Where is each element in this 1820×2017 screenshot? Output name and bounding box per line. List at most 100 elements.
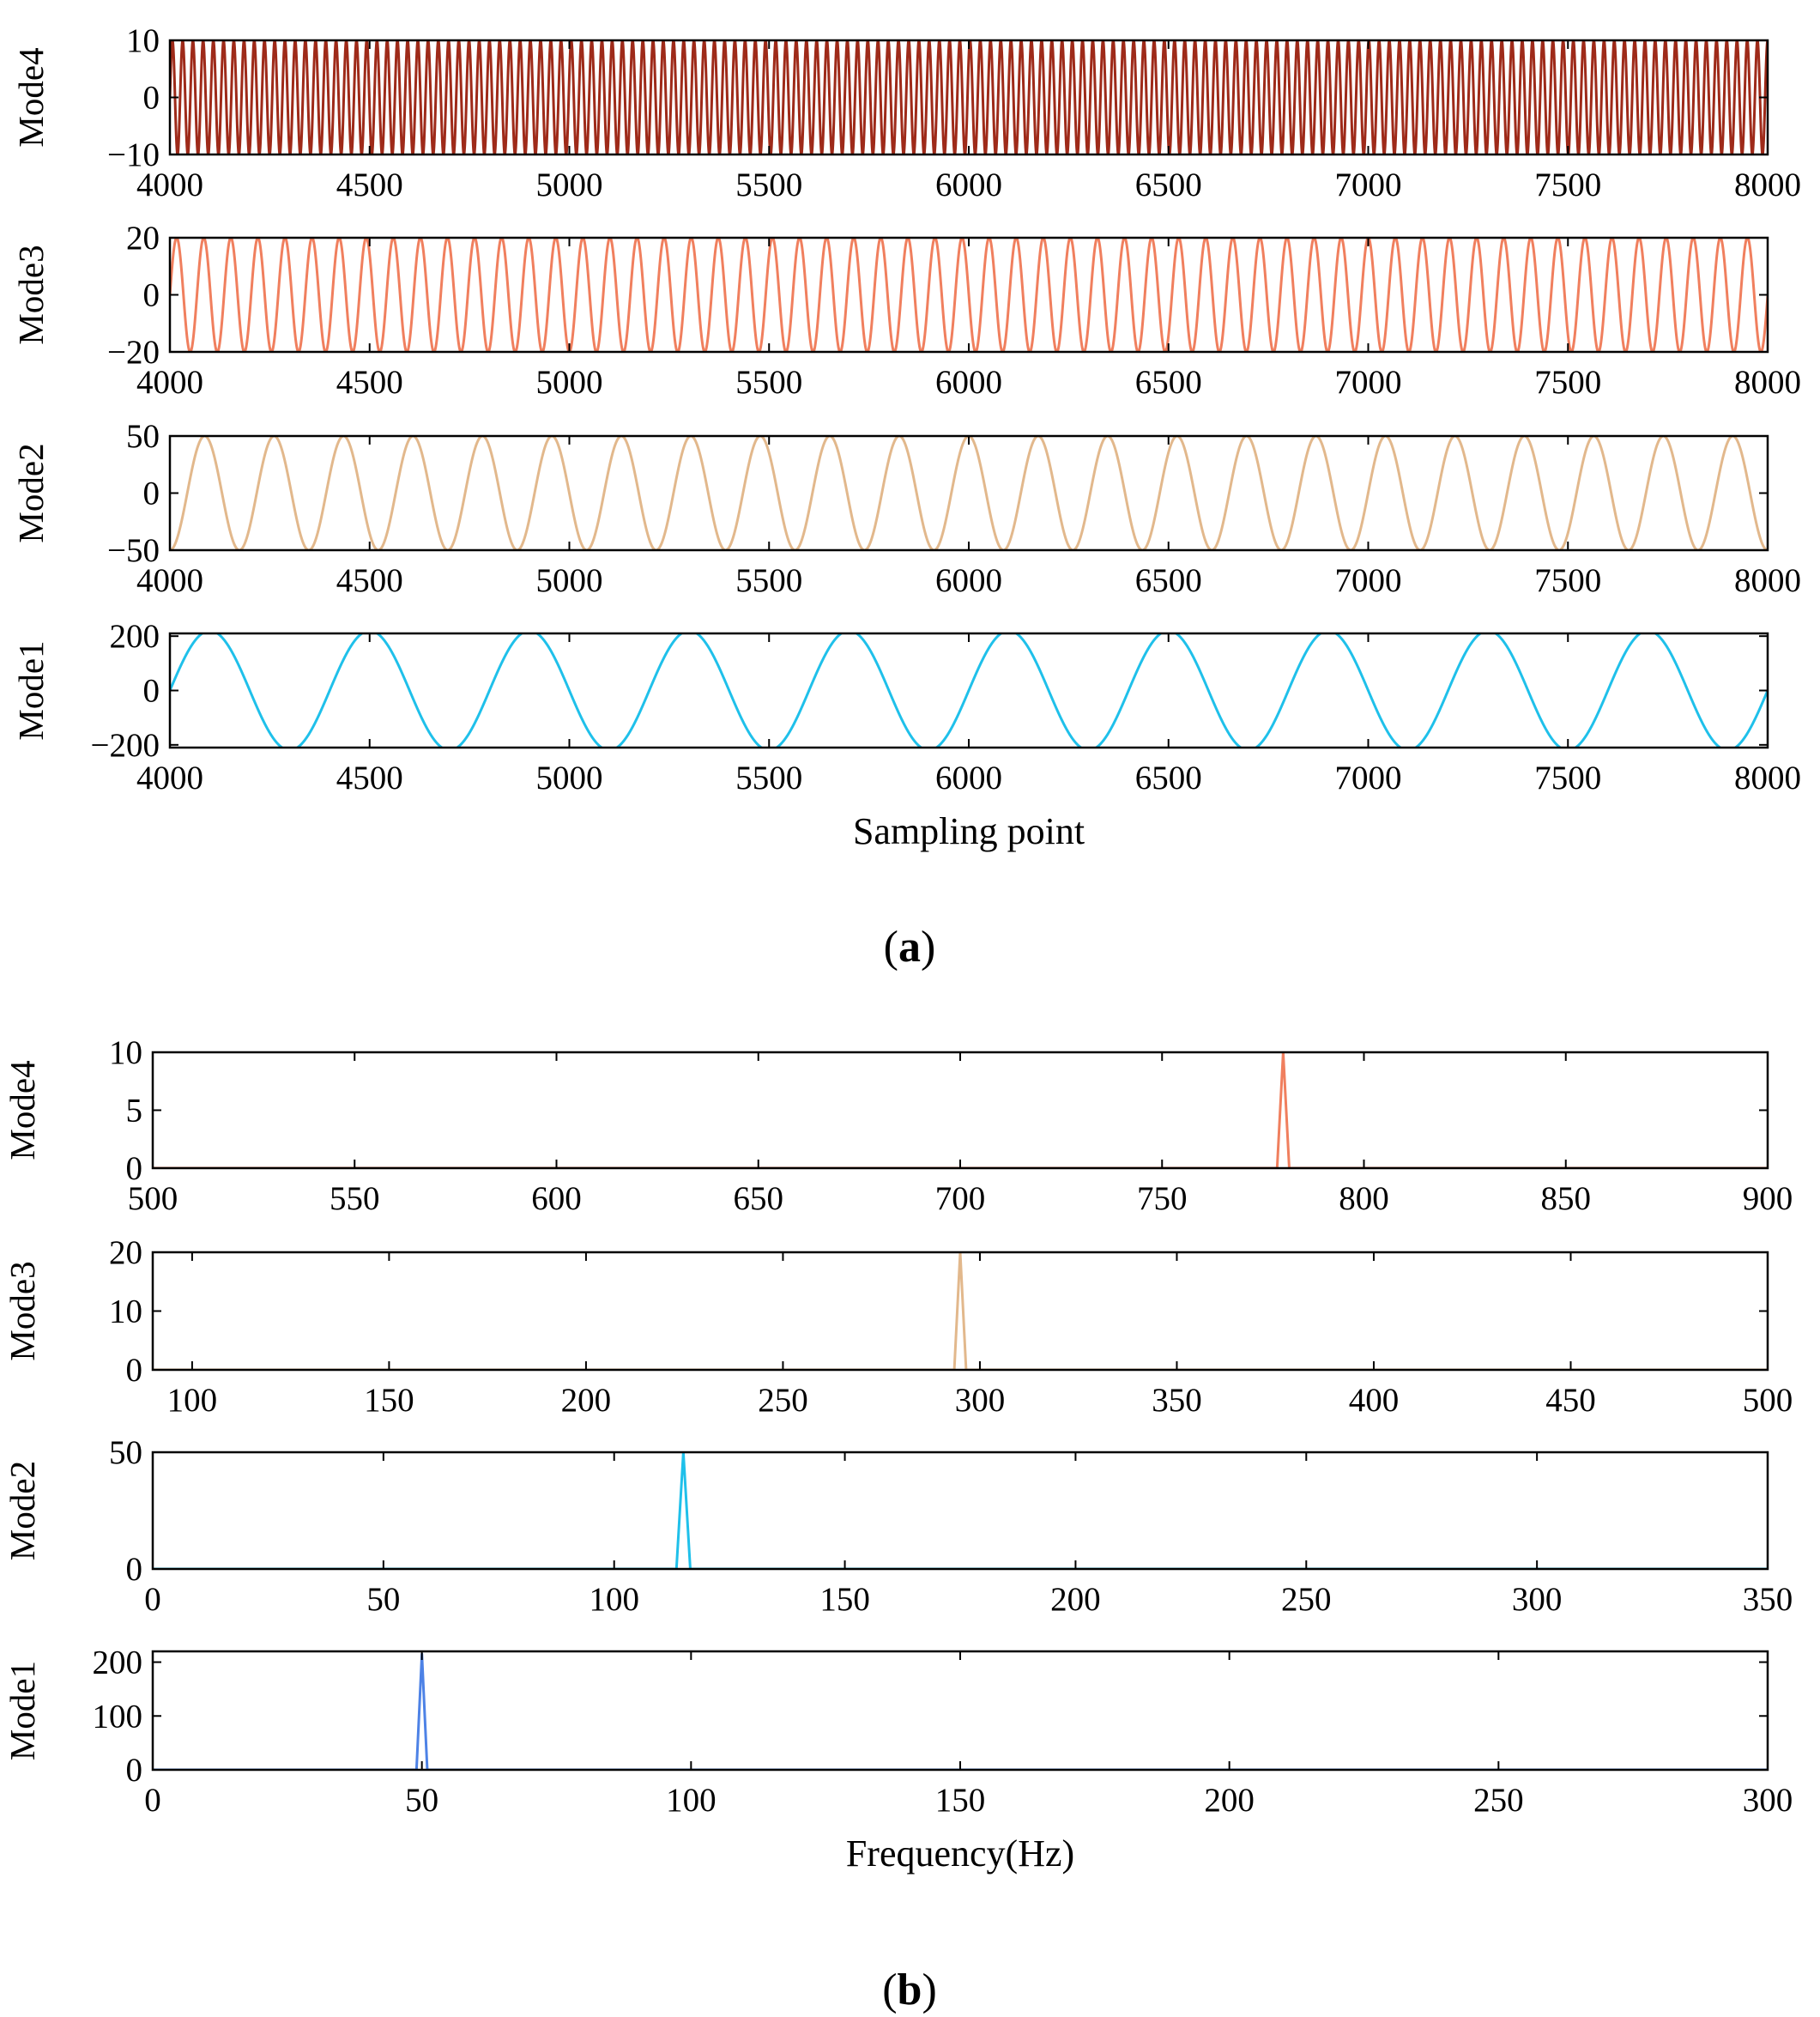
x-tick-label: 250 (1281, 1581, 1332, 1618)
y-tick-label: 0 (126, 1150, 143, 1187)
x-tick-label: 8000 (1734, 760, 1801, 797)
x-tick-label: 50 (405, 1782, 438, 1819)
x-tick-label: 5500 (735, 364, 802, 401)
y-tick-label: 5 (126, 1093, 143, 1130)
series-line-mode2-b (153, 1452, 1768, 1569)
x-tick-label: 4000 (136, 167, 203, 203)
x-tick-label: 4000 (136, 760, 203, 797)
x-tick-label: 300 (955, 1382, 1006, 1419)
series-line-mode4-b (153, 1052, 1768, 1168)
y-axis-label: Mode3 (3, 1261, 42, 1360)
y-tick-label: 50 (109, 1434, 142, 1471)
x-tick-label: 200 (1050, 1581, 1101, 1618)
x-tick-label: 5000 (536, 562, 603, 599)
x-tick-label: 150 (935, 1782, 986, 1819)
x-tick-label: 4500 (336, 364, 403, 401)
x-tick-label: 100 (589, 1581, 639, 1618)
x-tick-label: 450 (1545, 1382, 1596, 1419)
chart-b-mode1: 0 50 100 150 200 250 300 0 100 200 Mode1 Frequency(… (3, 1644, 1793, 1875)
x-tick-label: 5500 (735, 167, 802, 203)
x-tick-label: 350 (1743, 1581, 1793, 1618)
caption-a: (a) (884, 923, 936, 972)
axes-frame (151, 1650, 1769, 1772)
x-tick-label: 400 (1349, 1382, 1400, 1419)
x-tick-label: 5000 (536, 364, 603, 401)
axes-frame (168, 434, 1769, 552)
x-tick-label: 150 (819, 1581, 870, 1618)
x-tick-label: 8000 (1734, 364, 1801, 401)
caption-a-letter: a (898, 923, 921, 972)
chart-a-mode3: 4000 4500 5000 5500 6000 6500 7000 7500 8000 −20 0… (11, 220, 1801, 401)
x-tick-label: 250 (1473, 1782, 1524, 1819)
x-tick-label: 6500 (1135, 562, 1202, 599)
x-tick-label: 500 (1743, 1382, 1793, 1419)
x-tick-label: 900 (1743, 1180, 1793, 1217)
y-axis-label: Mode4 (11, 47, 51, 147)
x-tick-label: 5000 (536, 167, 603, 203)
x-tick-label: 8000 (1734, 167, 1801, 203)
x-tick-label: 200 (561, 1382, 612, 1419)
x-tick-label: 7000 (1335, 167, 1402, 203)
x-tick-label: 750 (1137, 1180, 1188, 1217)
y-axis-label: Mode2 (3, 1461, 42, 1560)
axes-layer: 4000 4500 5000 5500 6000 6500 7000 7500 8000−100… (3, 22, 1801, 1875)
y-tick-label: 0 (126, 1352, 143, 1389)
x-tick-label: 4500 (336, 167, 403, 203)
y-tick-label: 10 (109, 1034, 142, 1071)
series-line-mode2-a (170, 436, 1768, 550)
y-tick-label: 0 (143, 80, 160, 117)
x-tick-label: 6500 (1135, 167, 1202, 203)
y-axis-label: Mode2 (11, 443, 51, 542)
caption-b-letter: b (898, 1966, 922, 2014)
y-axis-label: Mode4 (3, 1060, 42, 1160)
y-tick-label: −10 (107, 136, 160, 173)
y-tick-label: 200 (110, 618, 160, 655)
x-tick-label: 50 (366, 1581, 400, 1618)
x-tick-label: 500 (128, 1180, 178, 1217)
x-tick-label: 800 (1339, 1180, 1389, 1217)
x-tick-label: 7000 (1335, 562, 1402, 599)
chart-a-mode2: 4000 4500 5000 5500 6000 6500 7000 7500 8000 −50 0… (11, 418, 1801, 599)
x-tick-label: 650 (734, 1180, 784, 1217)
x-tick-label: 600 (531, 1180, 582, 1217)
x-tick-label: 300 (1743, 1782, 1793, 1819)
x-tick-label: 5500 (735, 562, 802, 599)
x-tick-label: 4000 (136, 562, 203, 599)
axes-frame (151, 1451, 1769, 1571)
x-tick-label: 6000 (935, 167, 1002, 203)
axes-frame (151, 1051, 1769, 1170)
chart-a-mode1: 4000 4500 5000 5500 6000 6500 7000 7500 8000 −200… (11, 618, 1801, 852)
chart-b-mode2: 0 50 100 150 200 250 300 350 0 50 Mode2 (3, 1434, 1793, 1618)
x-tick-label: 6000 (935, 562, 1002, 599)
x-tick-label: 6000 (935, 760, 1002, 797)
y-tick-label: 10 (126, 22, 160, 59)
y-axis-label: Mode1 (3, 1661, 42, 1760)
x-tick-label: 700 (935, 1180, 986, 1217)
y-tick-label: 10 (109, 1293, 142, 1330)
y-tick-label: 200 (93, 1644, 143, 1681)
y-axis-label: Mode3 (11, 245, 51, 344)
y-tick-label: −20 (107, 334, 160, 371)
y-tick-label: 100 (93, 1698, 143, 1735)
series-line-mode3-a (170, 238, 1768, 352)
chart-b-mode4: 500 550 600 650 700 750 800 850 900 0 5 10 Mode4 (3, 1034, 1793, 1217)
series-line-mode1-a (170, 633, 1768, 748)
x-tick-label: 100 (666, 1782, 717, 1819)
series-line-mode4-a (170, 40, 1768, 154)
x-tick-label: 5000 (536, 760, 603, 797)
x-tick-label: 8000 (1734, 562, 1801, 599)
y-tick-label: 0 (126, 1752, 143, 1789)
x-axis-label: Sampling point (853, 810, 1085, 852)
x-tick-label: 100 (167, 1382, 218, 1419)
x-tick-label: 4000 (136, 364, 203, 401)
x-tick-label: 200 (1204, 1782, 1255, 1819)
y-tick-label: 20 (109, 1234, 142, 1271)
y-tick-label: −200 (91, 727, 160, 764)
y-tick-label: 0 (126, 1551, 143, 1588)
x-tick-label: 7500 (1534, 364, 1601, 401)
y-tick-label: 0 (143, 673, 160, 710)
x-tick-label: 350 (1152, 1382, 1202, 1419)
x-tick-label: 7500 (1534, 167, 1601, 203)
y-tick-label: 0 (143, 475, 160, 512)
x-tick-label: 7000 (1335, 760, 1402, 797)
